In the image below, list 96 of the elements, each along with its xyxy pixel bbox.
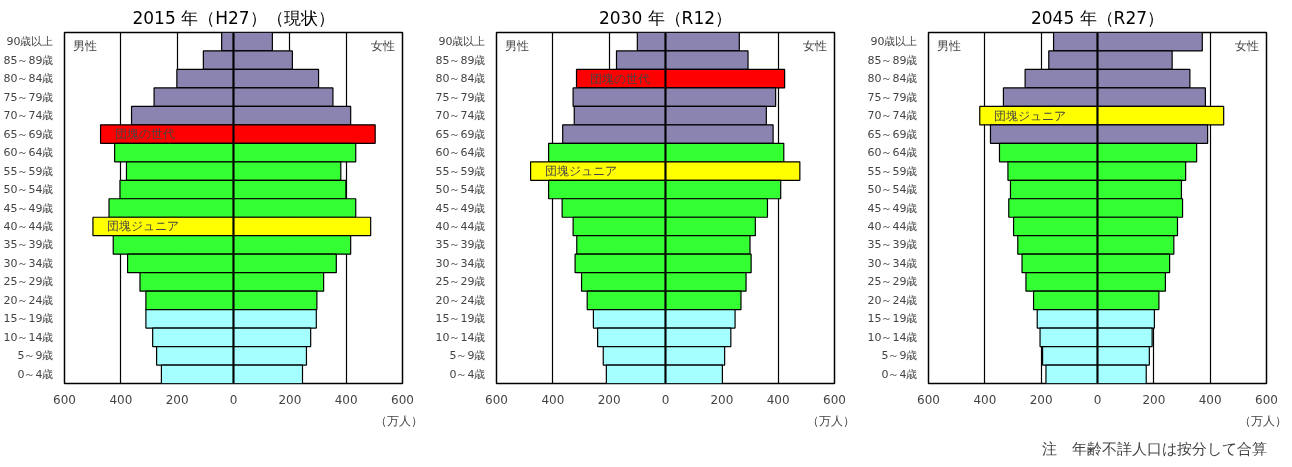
y-tick-label: 55～59歳	[3, 164, 54, 178]
x-tick-label: 400	[1198, 392, 1222, 407]
annotation: 女性	[1234, 38, 1259, 53]
y-tick-label: 60～64歳	[435, 146, 486, 160]
y-tick-label: 50～54歳	[435, 183, 486, 197]
y-tick-label: 15～19歳	[867, 312, 918, 326]
y-tick-label: 15～19歳	[435, 312, 486, 326]
y-tick-label: 65～69歳	[435, 127, 486, 141]
y-tick-label: 70～74歳	[3, 109, 54, 123]
annotation: 団塊の世代	[114, 127, 175, 142]
x-tick-label: 200	[165, 392, 189, 407]
x-tick-label: 200	[1029, 392, 1053, 407]
x-axis-title: （万人）	[806, 413, 855, 428]
chart-title: 2045 年（R27）	[1030, 7, 1165, 28]
y-tick-label: 65～69歳	[3, 127, 54, 141]
y-tick-label: 20～24歳	[867, 293, 918, 307]
y-tick-label: 0～4歳	[449, 367, 486, 381]
x-tick-label: 200	[1142, 392, 1166, 407]
y-tick-label: 40～44歳	[435, 219, 486, 233]
x-tick-label: 600	[485, 392, 508, 407]
annotation: 女性	[370, 38, 395, 53]
x-tick-label: 600	[823, 392, 846, 407]
x-tick-label: 400	[541, 392, 565, 407]
x-axis-title: （万人）	[374, 413, 423, 428]
x-tick-label: 200	[710, 392, 734, 407]
x-tick-label: 400	[109, 392, 133, 407]
y-tick-label: 85～89歳	[435, 53, 486, 67]
y-tick-label: 30～34歳	[435, 256, 486, 270]
y-tick-label: 20～24歳	[3, 293, 54, 307]
x-tick-label: 600	[53, 392, 76, 407]
chart-title: 2030 年（R12）	[598, 7, 733, 28]
y-tick-label: 20～24歳	[435, 293, 486, 307]
y-tick-label: 75～79歳	[867, 90, 918, 104]
y-tick-label: 55～59歳	[435, 164, 486, 178]
y-tick-label: 45～49歳	[3, 201, 54, 215]
y-tick-label: 70～74歳	[435, 109, 486, 123]
annotation: 団塊ジュニア	[544, 164, 617, 179]
x-axis-title: （万人）	[1238, 413, 1287, 428]
y-tick-label: 80～84歳	[435, 72, 486, 86]
y-tick-label: 35～39歳	[867, 238, 918, 252]
y-tick-label: 15～19歳	[3, 312, 54, 326]
y-tick-label: 45～49歳	[435, 201, 486, 215]
y-tick-label: 80～84歳	[3, 72, 54, 86]
y-tick-label: 85～89歳	[867, 53, 918, 67]
y-tick-label: 35～39歳	[435, 238, 486, 252]
y-tick-label: 60～64歳	[867, 146, 918, 160]
y-tick-label: 0～4歳	[17, 367, 54, 381]
annotation: 女性	[802, 38, 827, 53]
y-tick-label: 50～54歳	[3, 183, 54, 197]
y-tick-label: 75～79歳	[435, 90, 486, 104]
y-tick-label: 80～84歳	[867, 72, 918, 86]
y-tick-label: 45～49歳	[867, 201, 918, 215]
y-tick-label: 5～9歳	[881, 349, 918, 363]
x-tick-label: 400	[766, 392, 790, 407]
x-tick-label: 0	[661, 392, 670, 407]
y-tick-label: 5～9歳	[449, 349, 486, 363]
y-tick-label: 40～44歳	[3, 219, 54, 233]
annotation: 団塊ジュニア	[106, 219, 179, 234]
y-tick-label: 40～44歳	[867, 219, 918, 233]
y-tick-label: 85～89歳	[3, 53, 54, 67]
x-tick-label: 600	[917, 392, 940, 407]
y-tick-label: 25～29歳	[867, 275, 918, 289]
y-tick-label: 35～39歳	[3, 238, 54, 252]
y-tick-label: 25～29歳	[3, 275, 54, 289]
y-tick-label: 10～14歳	[867, 330, 918, 344]
y-tick-label: 5～9歳	[17, 349, 54, 363]
y-tick-label: 75～79歳	[3, 90, 54, 104]
y-tick-label: 30～34歳	[3, 256, 54, 270]
x-tick-label: 400	[973, 392, 997, 407]
text: 注 年齢不詳人口は按分して合算	[1041, 439, 1267, 458]
x-tick-label: 0	[1093, 392, 1102, 407]
y-tick-label: 90歳以上	[870, 35, 918, 49]
y-tick-label: 50～54歳	[867, 183, 918, 197]
x-tick-label: 200	[278, 392, 302, 407]
x-tick-label: 200	[597, 392, 621, 407]
y-tick-label: 60～64歳	[3, 146, 54, 160]
chart-title: 2015 年（H27）（現状）	[132, 7, 335, 28]
y-tick-label: 0～4歳	[881, 367, 918, 381]
annotation: 団塊の世代	[590, 71, 651, 86]
x-tick-label: 400	[334, 392, 358, 407]
x-tick-label: 0	[229, 392, 238, 407]
y-tick-label: 30～34歳	[867, 256, 918, 270]
y-tick-label: 25～29歳	[435, 275, 486, 289]
annotation: 男性	[72, 38, 97, 53]
x-tick-label: 600	[391, 392, 414, 407]
y-tick-label: 55～59歳	[867, 164, 918, 178]
y-tick-label: 90歳以上	[438, 35, 486, 49]
annotation: 男性	[936, 38, 961, 53]
y-tick-label: 10～14歳	[3, 330, 54, 344]
annotation: 男性	[504, 38, 529, 53]
x-tick-label: 600	[1255, 392, 1278, 407]
annotation: 団塊ジュニア	[993, 108, 1066, 123]
y-tick-label: 10～14歳	[435, 330, 486, 344]
y-tick-label: 90歳以上	[6, 35, 54, 49]
y-tick-label: 70～74歳	[867, 109, 918, 123]
y-tick-label: 65～69歳	[867, 127, 918, 141]
